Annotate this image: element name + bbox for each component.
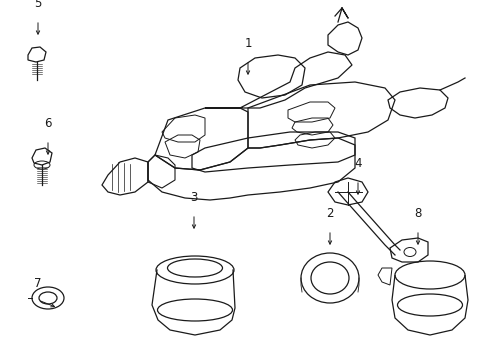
- Text: 8: 8: [413, 207, 421, 220]
- Text: 6: 6: [44, 117, 52, 130]
- Text: 7: 7: [34, 277, 41, 290]
- Text: 4: 4: [353, 157, 361, 170]
- Text: 1: 1: [244, 37, 251, 50]
- Text: 2: 2: [325, 207, 333, 220]
- Text: 5: 5: [34, 0, 41, 10]
- Text: 3: 3: [190, 191, 197, 204]
